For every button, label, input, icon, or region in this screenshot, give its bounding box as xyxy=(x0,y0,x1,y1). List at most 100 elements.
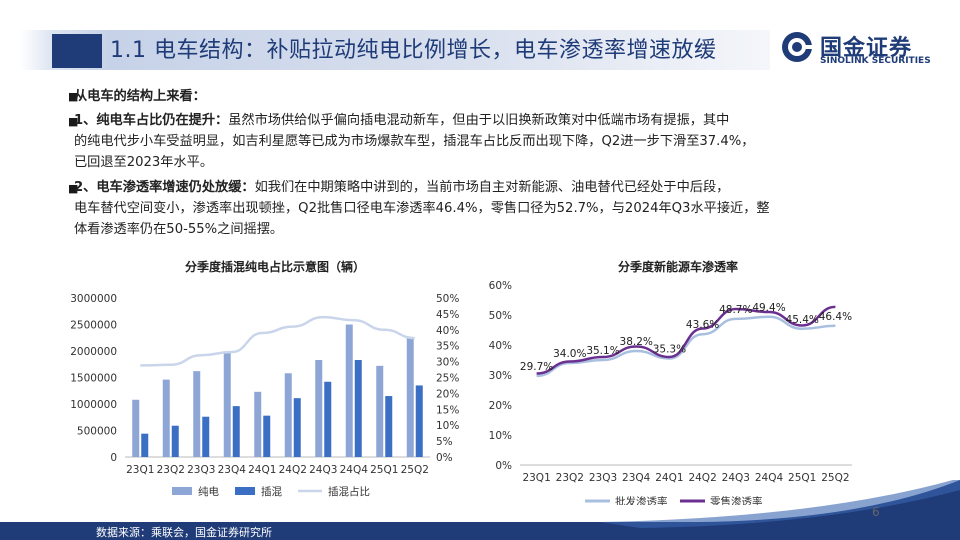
bar-pure-ev xyxy=(315,360,323,457)
logo-mark-icon xyxy=(782,32,814,62)
point-1: 1、纯电车占比仍在提升：虽然市场供给似乎偏向插电混动新车，但由于以旧换新政策对中… xyxy=(74,110,894,173)
y-tick-label: 30% xyxy=(489,370,512,382)
footer-band xyxy=(0,480,960,540)
x-tick-label: 24Q3 xyxy=(309,464,337,476)
legend-label-ratio: 插混占比 xyxy=(328,485,370,498)
y-tick-label-right: 35% xyxy=(436,341,459,353)
bar-phev xyxy=(202,416,210,457)
line-retail-penetration xyxy=(536,305,836,375)
x-tick-label: 23Q3 xyxy=(187,464,215,476)
data-source: 数据来源：乘联会，国金证券研究所 xyxy=(96,526,272,539)
point-1-line1: 虽然市场供给似乎偏向插电混动新车，但由于以旧换新政策对中低端市场有提振，其中 xyxy=(228,113,730,128)
bar-pure-ev xyxy=(223,352,231,457)
legend-label-pure-ev: 纯电 xyxy=(198,485,219,498)
data-label: 35.3% xyxy=(653,344,686,356)
x-tick-label: 24Q2 xyxy=(688,472,716,484)
x-tick-label: 24Q4 xyxy=(755,472,784,484)
intro-text: 从电车的结构上来看： xyxy=(74,89,206,104)
y-tick-label-right: 50% xyxy=(436,293,459,305)
chart-2: 60% 50% 40% 30% 20% 10% 0% 23Q1 29.7% 23Q2 34.0% 23… xyxy=(489,280,852,505)
bar-pure-ev xyxy=(376,365,384,457)
data-label: 35.1% xyxy=(586,345,619,357)
page-title: 1.1 电车结构：补贴拉动纯电比例增长，电车渗透率增速放缓 xyxy=(110,38,717,63)
y-tick-label-right: 20% xyxy=(436,388,459,400)
x-tick-label: 23Q1 xyxy=(522,472,550,484)
x-tick-label: 23Q4 xyxy=(218,464,247,476)
point-2: 2、电车渗透率增速仍处放缓：如我们在中期策略中讲到的，当前市场自主对新能源、油电… xyxy=(74,177,894,240)
point-2-head: 2、电车渗透率增速仍处放缓： xyxy=(74,180,255,195)
chart-1: 3000000 2500000 2000000 1500000 1000000 50000… xyxy=(70,293,459,498)
legend-swatch-pure-ev xyxy=(172,487,192,495)
y-tick-label-right: 10% xyxy=(436,420,459,432)
legend-label-retail: 零售渗透率 xyxy=(710,495,763,505)
x-tick-label: 24Q1 xyxy=(248,464,276,476)
x-tick-label: 25Q2 xyxy=(401,464,429,476)
x-tick-label: 23Q2 xyxy=(157,464,185,476)
bullet-square-icon: ■ xyxy=(68,115,79,128)
y-tick-label-left: 0 xyxy=(110,452,117,464)
y-tick-label-left: 2500000 xyxy=(70,320,117,332)
data-label: 45.4% xyxy=(786,314,819,326)
data-label: 46.4% xyxy=(819,311,852,323)
logo-text-en: SINOLINK SECURITIES xyxy=(820,56,931,66)
data-label: 29.7% xyxy=(520,361,553,373)
data-label: 38.2% xyxy=(620,336,653,348)
page-number: 6 xyxy=(872,505,880,519)
x-tick-label: 25Q1 xyxy=(788,472,816,484)
chart-2-title: 分季度新能源车渗透率 xyxy=(618,260,739,274)
bar-pure-ev xyxy=(132,399,140,457)
company-logo: 国金证券 SINOLINK SECURITIES xyxy=(780,30,950,70)
y-tick-label-right: 15% xyxy=(436,404,459,416)
chart-1-title: 分季度插混纯电占比示意图（辆） xyxy=(185,260,366,274)
bar-pure-ev xyxy=(162,379,170,457)
y-tick-label-right: 25% xyxy=(436,373,459,385)
x-tick-label: 23Q1 xyxy=(126,464,154,476)
y-tick-label-left: 1000000 xyxy=(70,399,117,411)
bar-phev xyxy=(171,425,179,457)
point-2-line3: 体看渗透率仍在50-55%之间摇摆。 xyxy=(74,222,284,237)
y-tick-label-left: 2000000 xyxy=(70,346,117,358)
y-tick-label: 50% xyxy=(489,310,512,322)
data-label: 49.4% xyxy=(752,302,785,314)
bar-phev xyxy=(141,433,149,457)
bar-pure-ev xyxy=(193,371,201,457)
bar-pure-ev xyxy=(406,337,414,457)
x-tick-label: 24Q3 xyxy=(722,472,750,484)
y-tick-label: 0% xyxy=(495,460,512,472)
point-1-line3: 已回退至2023年水平。 xyxy=(74,155,214,170)
header-bar xyxy=(20,30,770,70)
bar-pure-ev xyxy=(254,391,262,457)
legend-label-phev: 插混 xyxy=(261,485,282,498)
x-tick-label: 24Q4 xyxy=(340,464,369,476)
point-2-line2: 电车替代空间变小，渗透率出现顿挫，Q2批售口径电车渗透率46.4%，零售口径为5… xyxy=(74,201,770,216)
y-tick-label-right: 40% xyxy=(436,325,459,337)
y-tick-label: 60% xyxy=(489,280,512,292)
line-phev-ratio xyxy=(140,315,415,367)
bar-phev xyxy=(324,381,332,457)
data-label: 48.7% xyxy=(719,304,752,316)
x-tick-label: 24Q2 xyxy=(279,464,307,476)
x-tick-label: 25Q1 xyxy=(370,464,398,476)
bar-phev xyxy=(415,385,423,457)
bullet-square-icon: ■ xyxy=(68,90,79,103)
y-tick-label-left: 3000000 xyxy=(70,293,117,305)
y-tick-label-left: 500000 xyxy=(77,426,117,438)
x-tick-label: 23Q2 xyxy=(556,472,584,484)
y-tick-label: 10% xyxy=(489,430,512,442)
point-1-line2: 的纯电代步小车受益明显，如吉利星愿等已成为市场爆款车型，插混车占比反而出现下降，… xyxy=(74,134,755,149)
legend-label-wholesale: 批发渗透率 xyxy=(615,495,668,505)
y-tick-label: 20% xyxy=(489,400,512,412)
data-label: 43.6% xyxy=(686,319,719,331)
header-accent xyxy=(52,34,102,68)
bullet-square-icon: ■ xyxy=(68,182,79,195)
y-tick-label: 40% xyxy=(489,340,512,352)
x-tick-label: 23Q4 xyxy=(622,472,651,484)
legend-swatch-phev xyxy=(235,487,255,495)
bar-phev xyxy=(354,360,362,457)
x-tick-label: 25Q2 xyxy=(821,472,849,484)
bar-phev xyxy=(263,415,271,457)
y-tick-label-left: 1500000 xyxy=(70,373,117,385)
point-2-line1: 如我们在中期策略中讲到的，当前市场自主对新能源、油电替代已经处于中后段， xyxy=(254,180,730,195)
bar-phev xyxy=(232,406,240,457)
bar-pure-ev xyxy=(284,373,292,457)
